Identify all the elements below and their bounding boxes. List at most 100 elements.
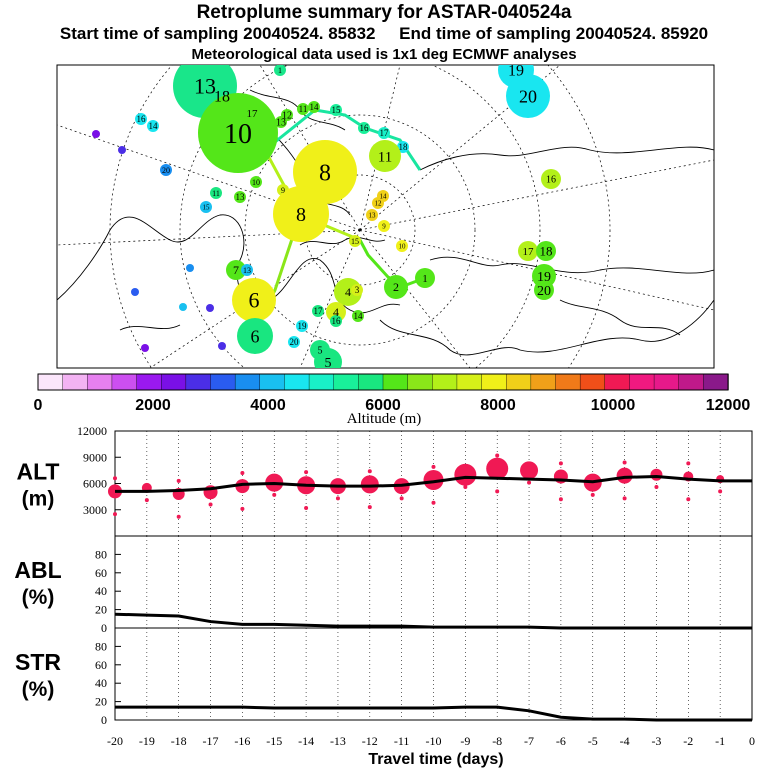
map-bubble [384,275,408,299]
map-bubble [200,201,212,213]
map-bubble [210,187,222,199]
colorbar-tick-label: 12000 [706,397,751,414]
x-tick-label: 0 [749,734,755,748]
map-day-label: 6 [251,326,260,346]
map-day-label: 13 [236,192,246,202]
map-bubble [241,264,253,276]
map-day-label: 10 [399,242,407,250]
colorbar-swatch [530,373,557,391]
map-bubble [297,103,309,115]
x-tick-label: -13 [330,734,346,748]
alt-minor-point [718,489,723,494]
alt-minor-point [113,476,117,481]
map-bubble [296,320,308,332]
panel-ylabel: ABL [14,557,61,583]
x-tick-label: -7 [524,734,534,748]
map-day-label: 11 [299,104,308,114]
map-bubble [358,122,370,134]
y-tick-label: 6000 [83,477,107,491]
map-bubble [415,268,435,288]
x-tick-label: -5 [588,734,598,748]
colorbar-swatch [555,373,581,391]
x-tick-label: -2 [683,734,693,748]
alt-minor-point [495,489,500,494]
map-bubble [237,318,273,354]
colorbar-swatch [456,373,483,391]
colorbar-tick-label: 10000 [591,397,636,414]
colorbar-swatch [111,373,138,391]
panel-abl: 80 60 40 20 0 ABL (%) [14,535,753,635]
alt-minor-point [622,460,627,465]
x-tick-label: -9 [460,734,470,748]
map-bubble [397,141,409,153]
y-tick-label: 60 [95,566,107,580]
x-tick-label: -19 [139,734,155,748]
x-tick-label: -17 [203,734,219,748]
alt-bubble [454,463,477,486]
map-bubble [372,197,384,209]
map-day-label: 8 [296,204,306,226]
colorbar-swatch [333,373,360,391]
map-day-label: 19 [298,321,308,331]
map-bubble [226,260,246,280]
map-day-label: 15 [351,237,359,246]
panel-ylabel: ALT [16,459,59,485]
alt-minor-point [558,461,563,466]
map-day-label: 18 [214,89,230,106]
map-bubble [312,305,324,317]
map-bubble [366,209,378,221]
map-day-label: 20 [162,166,170,175]
colorbar-tick-label: 4000 [250,397,286,414]
map-day-label: 14 [310,102,320,112]
y-tick-label: 0 [101,621,107,635]
map-day-label: 10 [252,178,260,187]
map-bubble [232,278,276,322]
map-day-label: 7 [233,263,239,277]
colorbar-swatch [210,373,236,391]
alt-minor-point [176,478,181,483]
y-tick-label: 80 [95,639,107,653]
alt-minor-point [654,485,659,489]
colorbar-swatch [382,373,409,391]
alt-minor-point [367,505,372,510]
colorbar-tick-label: 8000 [480,397,516,414]
map-bubble [288,336,300,348]
map-bubble [351,284,363,296]
panel-ylabel-unit: (m) [22,488,55,511]
alt-minor-point [208,502,213,507]
x-tick-label: -18 [171,734,187,748]
alt-minor-point [590,492,595,497]
colorbar-swatch [629,373,655,391]
map-day-label: 19 [537,270,551,285]
panel-ylabel-unit: (%) [22,678,55,701]
colorbar-swatch [308,373,335,391]
alt-minor-point [686,497,691,502]
map-bubble [330,315,342,327]
alt-minor-point [113,512,117,517]
x-tick-label: -1 [715,734,725,748]
alt-bubble [616,467,633,484]
met-data-note: Meteorological data used is 1x1 deg ECMW… [191,46,577,63]
alt-minor-point [527,480,532,485]
x-tick-label: -10 [426,734,442,748]
map-bubble [273,186,329,242]
map-day-label: 2 [393,280,399,294]
map-day-label: 6 [249,288,260,313]
map-day-label: 20 [519,86,537,106]
map-day-label: 17 [247,108,259,120]
colorbar-tick-label: 2000 [135,397,171,414]
x-tick-label: -4 [620,734,630,748]
x-tick-label: -15 [266,734,282,748]
map-day-label: 19 [508,63,524,80]
map-bubble [179,303,187,311]
alt-minor-point [240,506,245,511]
map-day-label: 12 [375,199,383,207]
map-day-label: 14 [354,311,364,321]
colorbar-swatch [579,373,606,391]
x-tick-label: -6 [556,734,566,748]
alt-minor-point [399,496,404,501]
map-day-label: 17 [523,246,535,258]
colorbar-tick-label: 6000 [365,397,401,414]
colorbar-label: Altitude (m) [347,411,422,427]
